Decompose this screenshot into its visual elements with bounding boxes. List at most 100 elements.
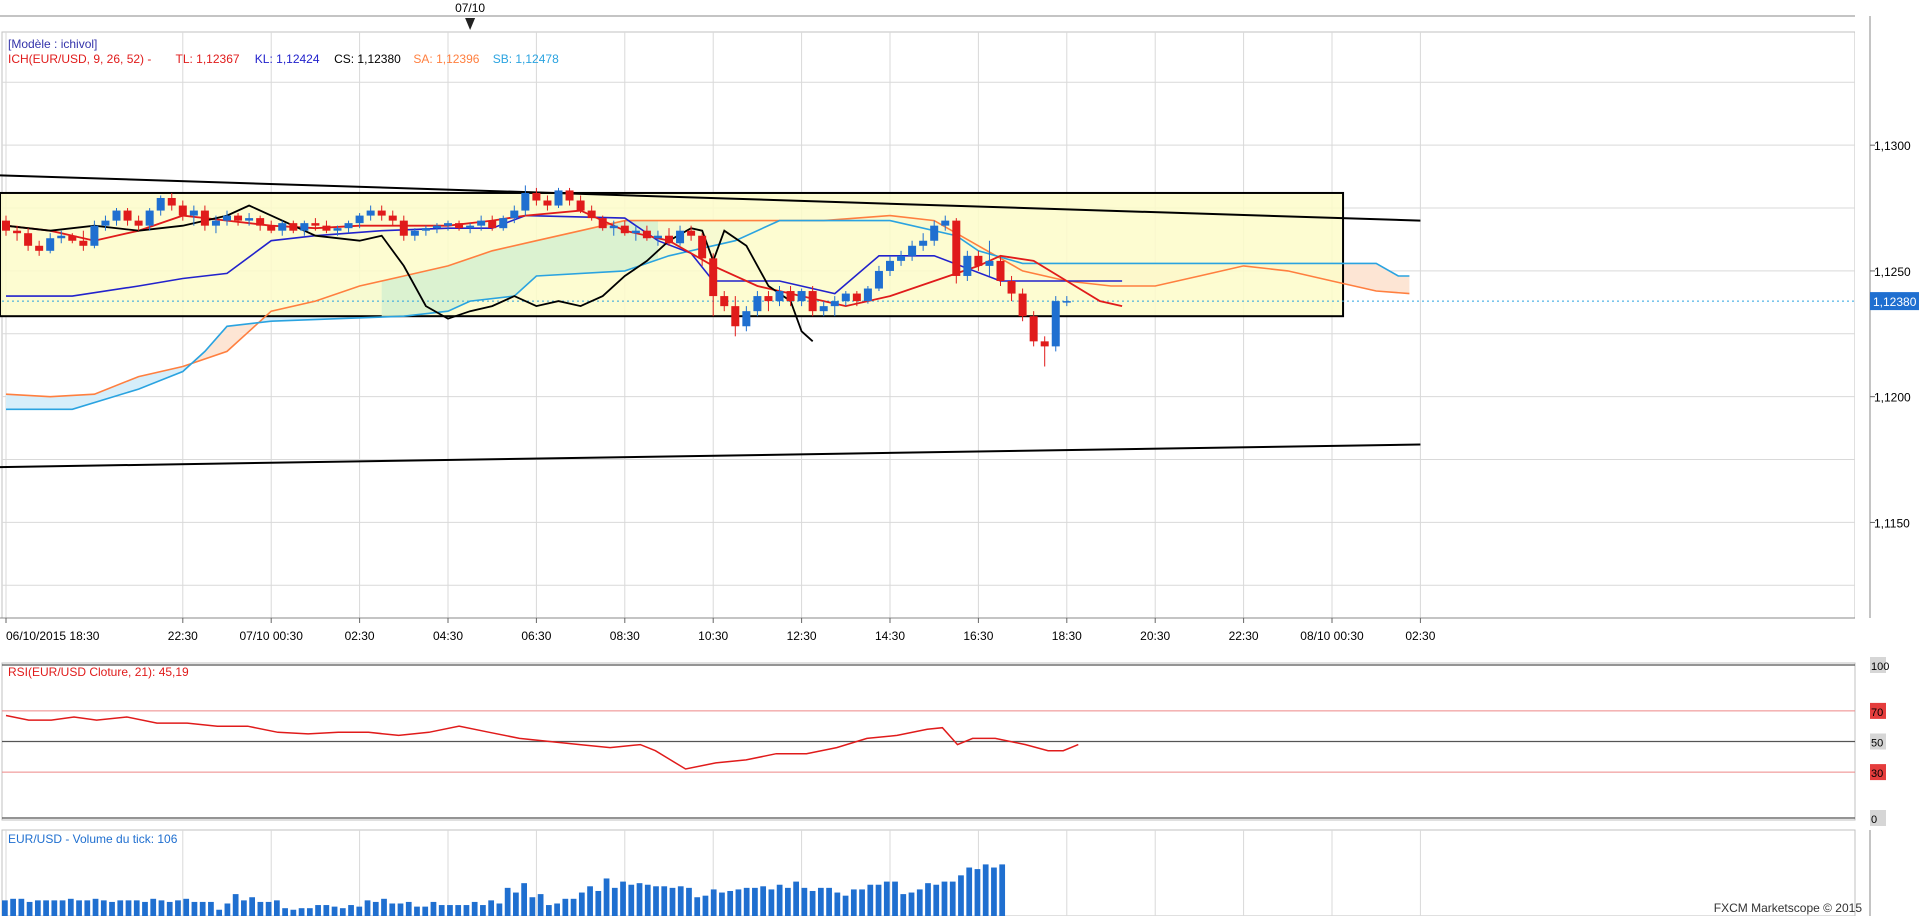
candle-body (554, 190, 563, 206)
y-tick-label: 1,1300 (1874, 139, 1911, 153)
candle-body (720, 296, 729, 307)
volume-bar (414, 906, 420, 916)
volume-bar (892, 881, 898, 916)
rsi-level-tag (1870, 810, 1886, 826)
volume-bar (587, 886, 593, 916)
volume-bar (43, 900, 49, 916)
volume-bar (850, 889, 857, 916)
volume-bar (900, 894, 907, 916)
volume-bar (949, 881, 956, 916)
candle-body (377, 210, 386, 216)
candle-body (189, 210, 198, 216)
volume-bar (554, 903, 560, 916)
candle-body (897, 255, 906, 261)
volume-bar (364, 900, 371, 916)
candle-body (167, 197, 176, 206)
candle-body (642, 230, 651, 239)
candle-body (1062, 301, 1071, 303)
ichimoku-cloud-green (381, 220, 658, 317)
candle-body (753, 296, 762, 312)
volume-bar (142, 901, 148, 916)
volume-bar (743, 887, 750, 916)
volume-bar (545, 905, 552, 916)
volume-bar (191, 901, 198, 916)
candle-body (609, 225, 618, 229)
volume-bar (298, 908, 305, 916)
volume-bar (727, 890, 734, 916)
candle-body (808, 291, 817, 312)
volume-bar (966, 867, 973, 916)
candle-body (112, 210, 121, 221)
volume-bar (644, 884, 651, 916)
candle-body (267, 225, 276, 231)
rsi-level-label: 30 (1871, 768, 1883, 780)
volume-bar (257, 901, 264, 916)
volume-bar (826, 887, 832, 916)
candle-body (421, 228, 430, 231)
volume-bar (908, 892, 915, 916)
candle-body (178, 205, 187, 216)
volume-bar (438, 905, 445, 916)
volume-bar (348, 905, 354, 916)
indicator-legend-item: SB: 1,12478 (493, 52, 559, 66)
volume-bar (661, 886, 668, 916)
candle-body (1018, 293, 1027, 317)
volume-bar (372, 901, 379, 916)
volume-bar (59, 900, 66, 916)
volume-bar (537, 894, 544, 916)
volume-bar (735, 889, 742, 916)
volume-bar (463, 905, 470, 916)
indicator-legend-item: ICH(EUR/USD, 9, 26, 52) - (8, 52, 151, 66)
volume-bar (471, 901, 478, 916)
indicator-legend-item: KL: 1,12424 (255, 52, 320, 66)
volume-bar (109, 901, 115, 916)
candle-body (79, 240, 88, 246)
candle-body (13, 230, 22, 234)
x-tick-label: 08/10 00:30 (1300, 629, 1364, 643)
volume-bar (397, 903, 404, 916)
y-tick-label: 1,1250 (1874, 265, 1911, 279)
candle-body (322, 225, 331, 231)
volume-bar (570, 898, 577, 916)
candle-body (908, 245, 917, 256)
volume-bar (100, 900, 107, 916)
rsi-level-label: 100 (1871, 661, 1889, 673)
volume-bar (504, 887, 511, 916)
candle-body (576, 200, 585, 211)
candle-body (499, 218, 508, 229)
candle-body (432, 225, 441, 229)
candle-body (278, 223, 287, 231)
indicator-legend-item: CS: 1,12380 (334, 52, 401, 66)
volume-bar (941, 881, 948, 916)
range-box (0, 191, 1345, 318)
volume-bar (578, 892, 585, 916)
senkou-a-line (5, 214, 1410, 398)
volume-bar (752, 887, 758, 916)
x-tick-label: 02:30 (1405, 629, 1435, 643)
model-label: [Modèle : ichivol] (8, 37, 97, 51)
volume-bar (175, 900, 181, 916)
volume-bar (710, 889, 717, 916)
volume-legend: EUR/USD - Volume du tick: 106 (8, 832, 178, 846)
price-axis (1855, 16, 1919, 618)
candle-body (156, 197, 165, 211)
candle-body (841, 293, 850, 302)
volume-bar (513, 892, 519, 916)
volume-bar (925, 883, 931, 916)
candle-body (620, 225, 629, 234)
volume-bar (422, 906, 429, 916)
candle-body (2, 220, 10, 231)
candle-body (653, 235, 662, 239)
date-marker-icon (465, 18, 476, 30)
candle-body (985, 260, 994, 266)
candle-body (234, 215, 243, 221)
chikou-line (5, 204, 814, 342)
volume-bar (702, 895, 709, 916)
volume-bar (529, 897, 536, 916)
y-tick-label: 1,1150 (1874, 516, 1910, 530)
x-tick-label: 06/10/2015 18:30 (6, 629, 100, 643)
candle-body (24, 233, 33, 246)
candle-body (742, 311, 751, 327)
candle-body (764, 296, 773, 302)
volume-bar (125, 900, 132, 916)
